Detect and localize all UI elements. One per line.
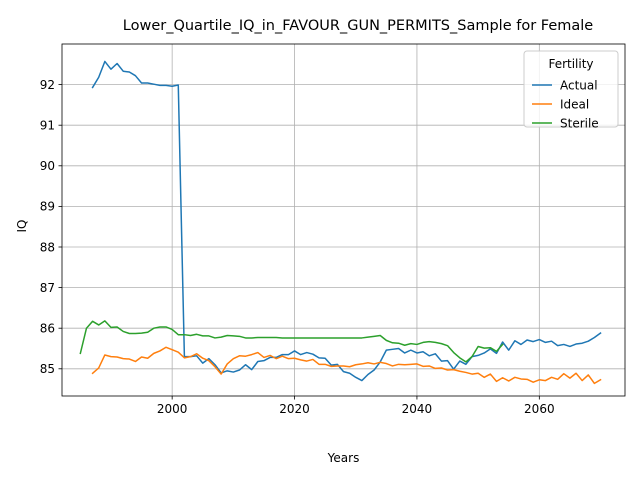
x-tick-label: 2000	[157, 402, 188, 416]
y-tick-label: 91	[40, 118, 55, 132]
series-line-actual	[91, 60, 602, 382]
series-line-sterile	[79, 320, 504, 363]
y-tick-label: 90	[40, 159, 55, 173]
y-tick-label: 87	[40, 281, 55, 295]
plot-frame	[61, 43, 626, 397]
legend-label-ideal: Ideal	[560, 97, 589, 111]
y-axis: 85 86 87 88 89 90 91 92	[40, 78, 62, 376]
x-tick-label: 2060	[524, 402, 555, 416]
x-tick-label: 2040	[402, 402, 433, 416]
x-tick-label: 2020	[279, 402, 310, 416]
chart-title: Lower_Quartile_IQ_in_FAVOUR_GUN_PERMITS_…	[123, 18, 594, 34]
y-axis-label: IQ	[15, 220, 29, 233]
y-tick-label: 86	[40, 321, 55, 335]
series-lines	[79, 60, 602, 385]
y-tick-label: 85	[40, 362, 55, 376]
y-tick-label: 88	[40, 240, 55, 254]
legend-label-sterile: Sterile	[560, 116, 599, 130]
x-axis: 2000 2020 2040 2060	[157, 396, 555, 416]
series-line-ideal	[91, 346, 602, 385]
legend-label-actual: Actual	[560, 78, 598, 92]
x-axis-label: Years	[327, 451, 360, 465]
y-tick-label: 92	[40, 78, 55, 92]
legend-box	[523, 50, 619, 128]
legend-title: Fertility	[548, 57, 593, 71]
y-tick-label: 89	[40, 200, 55, 214]
legend: Fertility Actual Ideal Sterile	[523, 50, 619, 130]
